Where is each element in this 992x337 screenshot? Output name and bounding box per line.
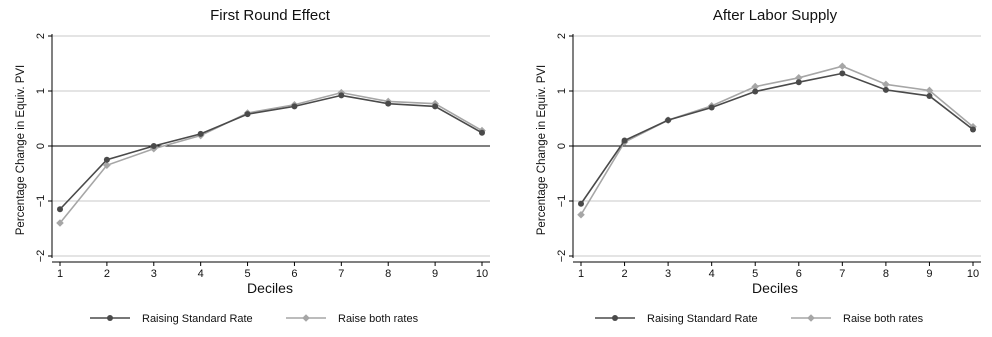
chart-panel-after-labor: After Labor Supply −2 −1 0 1 2 1 2 3 4 5 6 7 8 9 10 Deci… <box>536 7 981 325</box>
legend-item: Raising Standard Rate <box>90 313 253 325</box>
x-tick-label: 9 <box>432 268 438 280</box>
x-tick-label: 7 <box>338 268 344 280</box>
x-tick-label: 10 <box>476 268 488 280</box>
x-axis-label: Deciles <box>247 280 293 296</box>
x-tick-label: 4 <box>709 268 715 280</box>
x-axis-label: Deciles <box>752 280 798 296</box>
y-tick-label: 1 <box>35 88 47 94</box>
legend-label: Raising Standard Rate <box>647 313 758 325</box>
y-tick-label: −2 <box>35 250 47 263</box>
data-point <box>882 80 890 89</box>
data-point <box>150 143 157 149</box>
data-point <box>432 103 439 110</box>
data-point <box>385 100 392 107</box>
legend-label: Raise both rates <box>338 313 419 325</box>
y-tick-label: 2 <box>556 33 568 39</box>
data-point <box>56 219 64 227</box>
legend-marker <box>107 315 113 321</box>
x-tick-label: 2 <box>104 268 110 280</box>
data-point <box>795 79 802 86</box>
data-point <box>838 62 847 71</box>
x-tick-label: 10 <box>967 268 979 280</box>
data-point <box>926 92 933 99</box>
x-tick-label: 7 <box>839 268 845 280</box>
data-point <box>752 88 759 95</box>
legend-marker <box>612 315 618 321</box>
y-tick-label: −2 <box>556 250 568 263</box>
x-tick-label: 1 <box>57 268 63 280</box>
data-point <box>882 86 889 93</box>
y-tick-label: 0 <box>35 143 47 149</box>
data-point <box>751 82 760 91</box>
data-point <box>839 70 846 77</box>
data-point <box>291 103 298 110</box>
y-axis-label: Percentage Change in Equiv. PVI <box>15 65 27 235</box>
x-tick-label: 3 <box>665 268 671 280</box>
data-point <box>338 92 345 99</box>
data-point <box>577 210 585 219</box>
data-point <box>197 130 204 137</box>
y-tick-label: 0 <box>556 143 568 149</box>
data-point <box>57 206 63 213</box>
chart-panel-first-round: First Round Effect −2 −1 0 1 2 1 2 3 4 5 6 7 8 9 10 Deci… <box>15 7 490 325</box>
x-tick-label: 1 <box>578 268 584 280</box>
data-point <box>244 111 251 118</box>
x-tick-label: 5 <box>752 268 758 280</box>
x-tick-label: 2 <box>621 268 627 280</box>
x-tick-label: 9 <box>926 268 932 280</box>
y-tick-label: 1 <box>556 88 568 94</box>
series-line <box>580 65 974 216</box>
data-point <box>970 126 976 133</box>
data-point <box>578 200 584 207</box>
legend-marker <box>302 314 310 322</box>
y-axis-label: Percentage Change in Equiv. PVI <box>536 65 548 235</box>
legend-label: Raise both rates <box>843 313 924 325</box>
chart-title: After Labor Supply <box>713 7 838 24</box>
data-point <box>103 161 111 170</box>
data-point <box>794 74 803 82</box>
series-line <box>59 94 483 210</box>
series-line <box>580 72 974 205</box>
x-tick-label: 8 <box>385 268 391 280</box>
x-tick-label: 4 <box>198 268 204 280</box>
y-tick-label: −1 <box>35 195 47 208</box>
chart-title: First Round Effect <box>210 7 331 24</box>
data-point <box>621 137 628 144</box>
data-point <box>103 156 110 163</box>
legend-label: Raising Standard Rate <box>142 313 253 325</box>
legend-marker <box>807 314 815 322</box>
data-point <box>925 86 934 95</box>
data-point <box>479 129 485 136</box>
data-point <box>665 117 672 124</box>
legend-item: Raise both rates <box>286 313 419 325</box>
data-point <box>708 104 715 111</box>
y-tick-label: 2 <box>35 33 47 39</box>
x-tick-label: 5 <box>244 268 250 280</box>
legend-item: Raising Standard Rate <box>595 313 758 325</box>
y-tick-label: −1 <box>556 195 568 208</box>
x-tick-label: 3 <box>151 268 157 280</box>
x-tick-label: 8 <box>883 268 889 280</box>
legend-item: Raise both rates <box>791 313 924 325</box>
x-tick-label: 6 <box>796 268 802 280</box>
x-tick-label: 6 <box>291 268 297 280</box>
series-line <box>59 91 483 224</box>
